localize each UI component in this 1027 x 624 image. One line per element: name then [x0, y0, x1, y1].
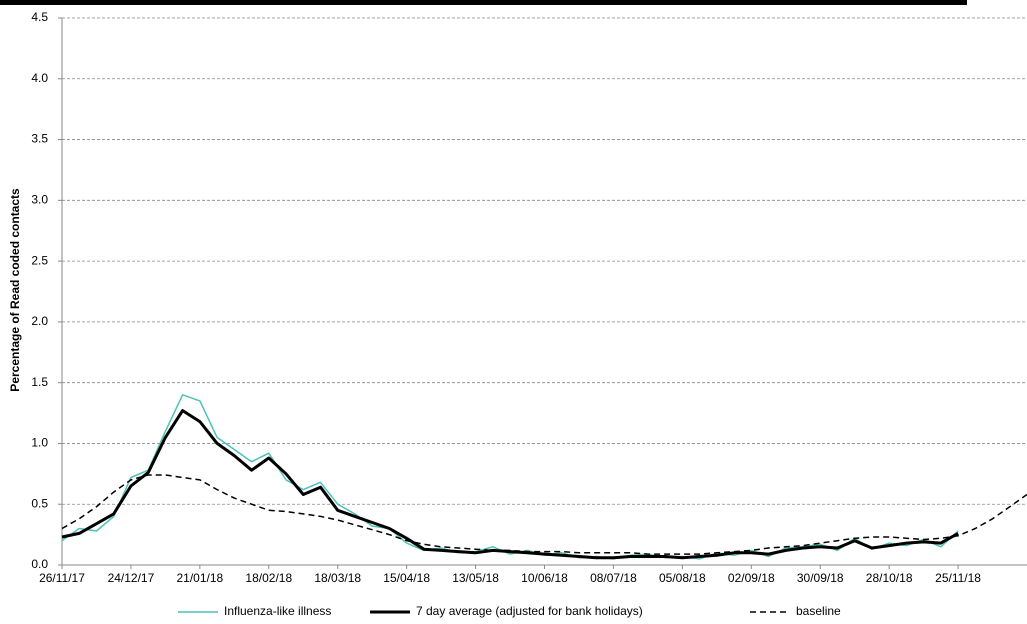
x-tick-label: 24/12/17 [108, 571, 155, 585]
legend-label: 7 day average (adjusted for bank holiday… [416, 604, 643, 618]
y-axis-label: Percentage of Read coded contacts [8, 188, 22, 392]
x-tick-label: 25/11/18 [935, 571, 981, 585]
x-tick-label: 26/11/17 [39, 571, 85, 585]
y-tick-label: 2.0 [31, 314, 48, 328]
x-tick-label: 21/01/18 [176, 571, 223, 585]
x-tick-label: 05/08/18 [659, 571, 706, 585]
y-tick-label: 2.5 [31, 253, 48, 267]
y-tick-label: 3.0 [31, 193, 48, 207]
legend-label: baseline [796, 604, 841, 618]
y-tick-label: 0.5 [31, 496, 48, 510]
x-tick-label: 13/05/18 [452, 571, 499, 585]
x-tick-label: 30/09/18 [797, 571, 844, 585]
x-tick-label: 18/03/18 [314, 571, 361, 585]
x-tick-label: 08/07/18 [590, 571, 637, 585]
x-tick-label: 18/02/18 [245, 571, 292, 585]
x-tick-label: 28/10/18 [866, 571, 913, 585]
x-tick-label: 02/09/18 [728, 571, 775, 585]
title-bar [0, 0, 967, 5]
y-tick-label: 4.5 [31, 10, 48, 24]
x-tick-label: 10/06/18 [521, 571, 568, 585]
y-tick-label: 0.0 [31, 557, 48, 571]
series-line [61, 394, 959, 560]
x-tick-label: 15/04/18 [383, 571, 430, 585]
series-line [61, 474, 1027, 555]
series-line [61, 409, 959, 560]
y-tick-label: 3.5 [31, 132, 48, 146]
y-tick-label: 1.0 [31, 436, 48, 450]
y-tick-label: 1.5 [31, 375, 48, 389]
y-tick-label: 4.0 [31, 71, 48, 85]
legend-label: Influenza-like illness [224, 604, 331, 618]
